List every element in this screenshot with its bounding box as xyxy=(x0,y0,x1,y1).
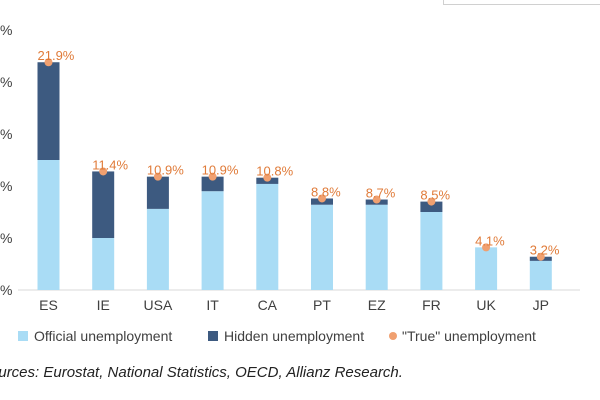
true-marker-it xyxy=(208,172,217,181)
true-marker-usa xyxy=(153,172,162,181)
data-label-usa: 10.9% xyxy=(147,163,184,178)
data-label-uk: 4.1% xyxy=(475,233,505,248)
legend-swatch-hidden xyxy=(208,331,218,341)
x-tick-label: PT xyxy=(313,297,331,313)
bar-official-uk xyxy=(475,247,498,290)
legend-label-hidden: Hidden unemployment xyxy=(224,328,364,344)
y-tick-label: % xyxy=(0,282,12,298)
corner-frame xyxy=(443,0,600,5)
x-tick-label: UK xyxy=(476,297,496,313)
data-label-ez: 8.7% xyxy=(366,186,396,201)
true-marker-ca xyxy=(263,173,272,182)
legend-swatch-official xyxy=(18,331,28,341)
legend-label-official: Official unemployment xyxy=(34,328,172,344)
y-tick-label: % xyxy=(0,126,12,142)
data-label-jp: 3.2% xyxy=(530,243,560,258)
true-marker-ez xyxy=(372,195,381,204)
bars: 21.9% 11.4% 10.9% 10.9% 10.8% 8.8% 8.7% 8.5% 4.1… xyxy=(37,48,560,290)
x-tick-label: FR xyxy=(422,297,441,313)
bar-hidden-it xyxy=(201,176,224,192)
x-tick-label: EZ xyxy=(368,297,386,313)
x-tick-label: ES xyxy=(39,297,58,313)
data-label-pt: 8.8% xyxy=(311,184,341,199)
x-tick-label: CA xyxy=(258,297,278,313)
y-axis: %%%%%% xyxy=(0,22,12,298)
x-tick-label: IT xyxy=(206,297,219,313)
bar-official-jp xyxy=(529,260,552,290)
bar-official-it xyxy=(201,191,224,290)
x-axis-ticks: ES IE USA IT CA PT EZ FR UK JP xyxy=(39,297,549,313)
bar-hidden-usa xyxy=(146,176,169,209)
x-tick-label: JP xyxy=(533,297,549,313)
y-tick-label: % xyxy=(0,178,12,194)
true-marker-pt xyxy=(318,194,326,203)
unemployment-chart: %%%%%% 21.9% 11.4% 10.9% 10.9% 10.8% 8.8% 8.7%… xyxy=(0,22,580,344)
legend: Official unemployment Hidden unemploymen… xyxy=(18,328,536,344)
x-tick-label: IE xyxy=(97,297,110,313)
x-tick-label: USA xyxy=(144,297,173,313)
bar-hidden-es xyxy=(37,62,60,160)
y-tick-label: % xyxy=(0,230,12,246)
legend-label-true: "True" unemployment xyxy=(402,328,536,344)
y-tick-label: % xyxy=(0,74,12,90)
data-label-it: 10.9% xyxy=(202,163,239,178)
source-note: Sources: Eurostat, National Statistics, … xyxy=(0,364,403,381)
data-label-fr: 8.5% xyxy=(420,188,450,203)
true-marker-fr xyxy=(427,197,436,206)
true-marker-ie xyxy=(99,167,108,176)
bar-official-fr xyxy=(420,212,443,290)
bar-official-usa xyxy=(146,208,169,290)
bar-official-ez xyxy=(365,204,388,290)
true-marker-es xyxy=(44,58,53,67)
data-label-es: 21.9% xyxy=(38,48,75,63)
data-label-ie: 11.4% xyxy=(92,157,128,172)
true-marker-uk xyxy=(482,243,491,252)
bar-official-ie xyxy=(92,238,115,290)
data-label-ca: 10.8% xyxy=(256,164,293,179)
true-marker-jp xyxy=(536,252,545,261)
bar-official-ca xyxy=(256,183,279,290)
bar-official-pt xyxy=(311,204,333,290)
y-tick-label: % xyxy=(0,22,12,38)
bar-hidden-fr xyxy=(420,201,443,212)
bar-hidden-ie xyxy=(92,171,115,238)
bar-official-es xyxy=(37,160,60,290)
legend-marker-true xyxy=(389,332,397,340)
